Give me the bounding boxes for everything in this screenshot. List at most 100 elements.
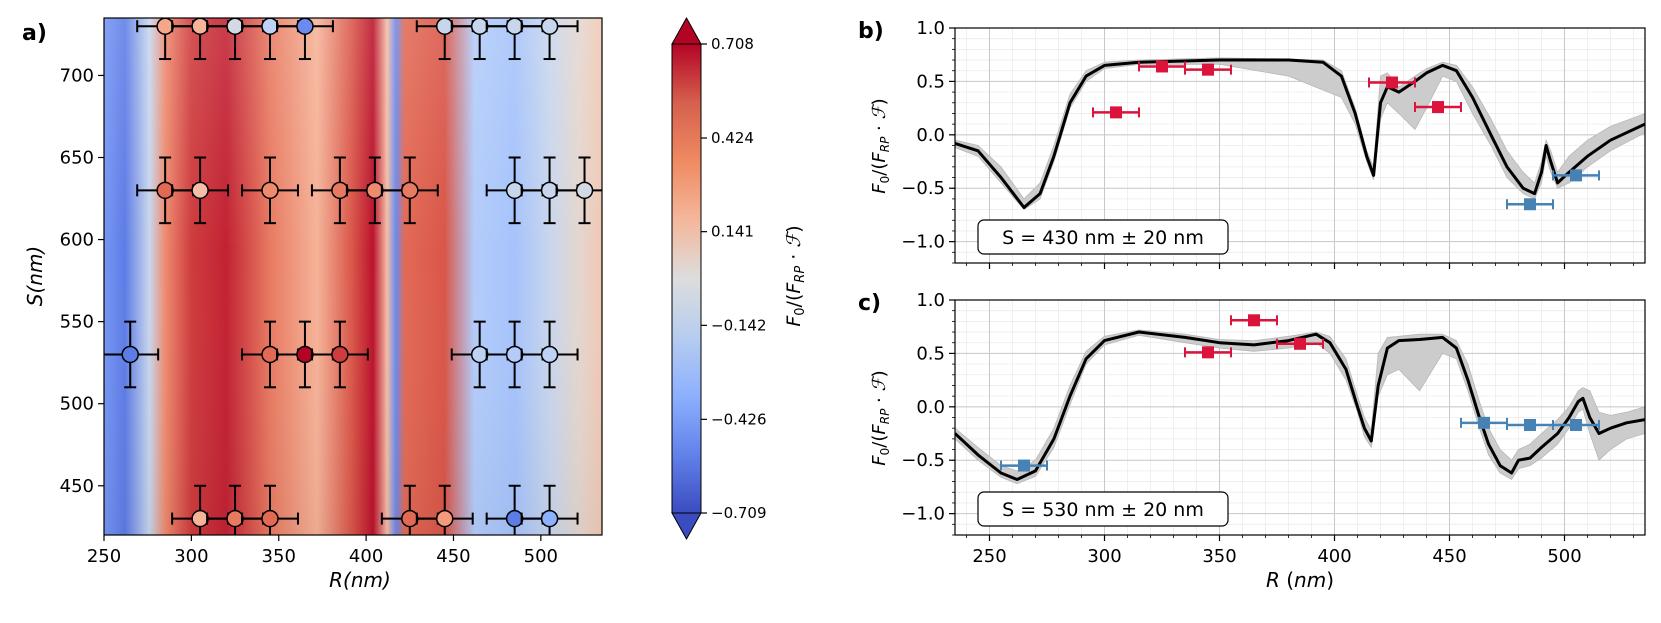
measurement-marker <box>1386 76 1398 89</box>
measurement-marker <box>1524 418 1536 431</box>
x-tick-label: 250 <box>87 546 121 567</box>
heatmap-axes: 250 300 350 400 450 500 450 500 550 600 650 700 <box>60 65 558 567</box>
heatmap-point <box>171 156 230 225</box>
panel-c-y-label: F0/(FRP · ℱ) <box>869 370 892 465</box>
measurement-marker <box>1202 63 1214 76</box>
heatmap-shade <box>104 18 602 535</box>
heatmap-point <box>415 484 474 535</box>
y-tick-label: 550 <box>60 312 94 333</box>
colorbar-ticks: 0.708 0.424 0.141 −0.142 −0.426 −0.709 <box>701 35 767 522</box>
annotation-box-b <box>977 219 1229 255</box>
colorbar-top-extend <box>671 16 702 45</box>
measurement-point <box>1184 346 1232 359</box>
heatmap-point-marker <box>226 509 244 528</box>
x-tick-label: 350 <box>1202 546 1236 567</box>
measurement-marker <box>1110 106 1122 119</box>
annotation-b: S = 430 nm ± 20 nm <box>1002 227 1204 249</box>
measurement-point <box>1414 101 1462 114</box>
heatmap-point-marker <box>540 18 559 35</box>
heatmap-point-marker <box>435 509 454 528</box>
heatmap-x-label: R(nm) <box>329 568 391 592</box>
x-tick-label: 500 <box>1547 546 1581 567</box>
measurement-marker <box>1156 60 1168 73</box>
y-tick-label: 650 <box>60 148 94 169</box>
heatmap-point-marker <box>505 181 524 200</box>
measurement-marker <box>1524 198 1536 211</box>
measurement-marker <box>1478 416 1490 429</box>
panel-b-y-label: F0/(FRP · ℱ) <box>869 98 892 193</box>
x-tick-label: 350 <box>262 546 296 567</box>
heatmap-point-marker <box>261 181 279 200</box>
heatmap-point <box>275 320 334 389</box>
heatmap-point-marker <box>575 181 594 200</box>
x-tick-label: 450 <box>1432 546 1466 567</box>
y-tick-label: 0.5 <box>916 343 945 364</box>
measurement-point <box>1276 337 1324 350</box>
heatmap-point <box>310 320 369 389</box>
heatmap-point <box>520 320 579 389</box>
panel-label-a: a) <box>22 21 47 46</box>
measurement-point <box>1368 76 1416 89</box>
y-tick-label: 600 <box>60 230 94 251</box>
heatmap-point-marker <box>156 18 174 35</box>
measurement-point <box>1552 418 1600 431</box>
measurement-marker <box>1248 314 1260 327</box>
heatmap-point <box>520 18 579 61</box>
y-tick-label: 1.0 <box>916 18 945 39</box>
y-tick-label: 450 <box>60 476 94 497</box>
annotation-c: S = 530 nm ± 20 nm <box>1002 499 1204 521</box>
y-tick-label: 0.5 <box>916 71 945 92</box>
heatmap-point-marker <box>296 345 314 364</box>
y-tick-label: −1.0 <box>901 232 945 253</box>
heatmap-point-marker <box>505 345 524 364</box>
y-tick-label: 700 <box>60 65 94 86</box>
heatmap-point-marker <box>505 18 524 35</box>
colorbar-tick-label: −0.142 <box>711 316 767 334</box>
heatmap-point-marker <box>401 509 419 528</box>
colorbar-gradient-bar <box>672 44 701 513</box>
heatmap-points <box>104 18 602 535</box>
colorbar-label: F0/(FRP · ℱ) <box>783 225 808 326</box>
heatmap-point-marker <box>191 18 209 35</box>
measurement-marker <box>1294 337 1306 350</box>
x-tick-label: 300 <box>1087 546 1121 567</box>
x-tick-label: 400 <box>349 546 383 567</box>
measurement-marker <box>1570 169 1582 182</box>
heatmap-point-marker <box>540 181 559 200</box>
colorbar-frame <box>671 43 702 514</box>
annotation-box-c <box>977 491 1229 527</box>
measurement-point <box>1184 63 1232 76</box>
line-panel-b: 1.00.50.0−0.5−1.0 b) S = 430 nm ± 20 nm … <box>858 18 1646 269</box>
line-panel-c: 1.0 0.5 0.0 −0.5 −1.0 250 300 350 400 450 500 c) S… <box>858 290 1646 592</box>
measurement-marker <box>1432 101 1444 114</box>
heatmap-point <box>520 484 579 535</box>
panel-label-b: b) <box>858 19 884 44</box>
heatmap-point-marker <box>191 509 209 528</box>
panel-c-x-label: R (nm) <box>1266 568 1334 592</box>
heatmap-point-marker <box>435 18 454 35</box>
heatmap-point-marker <box>540 509 559 528</box>
heatmap-y-label: S(nm) <box>23 246 47 306</box>
panel-b-grid <box>955 27 1645 264</box>
heatmap-point-marker <box>331 181 349 200</box>
colorbar-bottom-extend <box>671 512 702 541</box>
heatmap-point-marker <box>331 345 349 364</box>
measurement-point <box>1092 106 1140 119</box>
heatmap-point <box>104 320 160 389</box>
measurement-marker <box>1570 418 1582 431</box>
heatmap-point-marker <box>470 345 489 364</box>
heatmap-point <box>241 156 299 225</box>
panel-b-plot <box>955 57 1645 211</box>
x-tick-label: 250 <box>972 546 1006 567</box>
colorbar-tick-label: −0.426 <box>711 410 767 428</box>
y-tick-label: −0.5 <box>901 450 945 471</box>
heatmap-point-marker <box>296 18 314 35</box>
heatmap-point <box>380 156 439 225</box>
colorbar: 0.708 0.424 0.141 −0.142 −0.426 −0.709 F0/(FR… <box>671 16 808 541</box>
heatmap-point-marker <box>366 181 384 200</box>
x-tick-label: 450 <box>436 546 470 567</box>
measurement-point <box>1552 169 1600 182</box>
heatmap-point <box>136 156 195 225</box>
heatmap-point-marker <box>505 509 524 528</box>
